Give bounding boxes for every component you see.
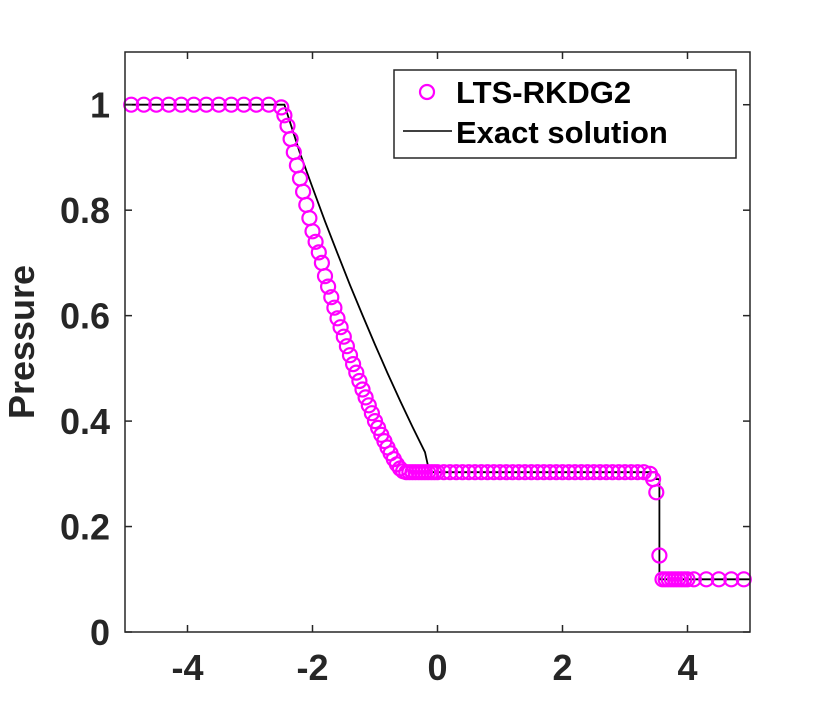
data-point-lts-rkdg2: [235, 96, 252, 113]
data-point-lts-rkdg2: [585, 464, 602, 481]
data-point-lts-rkdg2: [573, 464, 590, 481]
data-point-lts-rkdg2: [473, 464, 490, 481]
y-tick-label: 0: [90, 612, 110, 653]
data-point-lts-rkdg2: [448, 464, 465, 481]
data-point-lts-rkdg2: [560, 464, 577, 481]
data-point-lts-rkdg2: [566, 464, 584, 481]
y-tick-label: 0.6: [60, 296, 110, 337]
data-point-lts-rkdg2: [345, 356, 362, 373]
data-point-lts-rkdg2: [604, 464, 621, 481]
data-point-lts-rkdg2: [210, 96, 227, 113]
data-point-lts-rkdg2: [735, 571, 752, 588]
data-point-lts-rkdg2: [485, 464, 502, 481]
data-point-lts-rkdg2: [160, 96, 177, 113]
data-point-lts-rkdg2: [360, 397, 377, 414]
data-point-lts-rkdg2: [307, 233, 324, 250]
data-point-lts-rkdg2: [326, 299, 343, 316]
data-point-lts-rkdg2: [148, 96, 165, 113]
data-point-lts-rkdg2: [504, 464, 521, 481]
legend: LTS-RKDG2 Exact solution: [393, 69, 737, 159]
data-point-lts-rkdg2: [348, 364, 365, 381]
data-point-lts-rkdg2: [173, 96, 190, 113]
data-point-lts-rkdg2: [304, 223, 321, 240]
data-point-lts-rkdg2: [320, 278, 337, 295]
data-point-lts-rkdg2: [498, 464, 515, 481]
data-point-lts-rkdg2: [629, 464, 646, 481]
y-tick-label: 0.4: [60, 401, 110, 442]
data-point-lts-rkdg2: [316, 268, 334, 285]
series-layer: [123, 96, 752, 588]
data-point-lts-rkdg2: [479, 464, 496, 481]
x-tick-label: 0: [427, 647, 447, 688]
y-axis-label: Pressure: [1, 265, 42, 419]
data-point-lts-rkdg2: [685, 571, 702, 588]
data-point-lts-rkdg2: [435, 464, 452, 481]
data-point-lts-rkdg2: [648, 484, 665, 501]
data-point-lts-rkdg2: [623, 464, 640, 481]
x-tick-label: 4: [677, 647, 697, 688]
data-point-lts-rkdg2: [276, 107, 293, 124]
data-point-lts-rkdg2: [698, 571, 715, 588]
data-point-lts-rkdg2: [123, 96, 140, 113]
data-point-lts-rkdg2: [516, 464, 534, 481]
data-point-lts-rkdg2: [198, 96, 215, 113]
y-tick-label: 0.2: [60, 507, 110, 548]
data-point-lts-rkdg2: [535, 464, 552, 481]
data-point-lts-rkdg2: [491, 464, 509, 481]
data-point-lts-rkdg2: [310, 244, 327, 261]
data-point-lts-rkdg2: [541, 464, 559, 481]
series-line-exact-solution: [125, 103, 750, 581]
data-point-lts-rkdg2: [441, 464, 459, 481]
data-point-lts-rkdg2: [548, 464, 565, 481]
data-point-lts-rkdg2: [454, 464, 471, 481]
legend-box: [393, 69, 737, 159]
legend-marker-lts-rkdg2: [418, 83, 436, 101]
data-point-lts-rkdg2: [554, 464, 571, 481]
data-point-lts-rkdg2: [460, 464, 477, 481]
data-point-lts-rkdg2: [335, 328, 352, 345]
data-point-lts-rkdg2: [185, 96, 202, 113]
data-point-lts-rkdg2: [354, 381, 371, 398]
data-point-lts-rkdg2: [679, 571, 696, 588]
x-tick-label: -4: [171, 647, 203, 688]
ticks-layer: -4 -2 0 2 4 0 0.2 0.4 0.6 0.8 1: [60, 52, 750, 688]
x-tick-label: -2: [296, 647, 328, 688]
data-point-lts-rkdg2: [332, 319, 349, 336]
data-point-lts-rkdg2: [273, 99, 290, 116]
data-point-lts-rkdg2: [135, 96, 152, 113]
data-point-lts-rkdg2: [429, 464, 446, 481]
data-point-lts-rkdg2: [579, 464, 596, 481]
data-point-lts-rkdg2: [341, 347, 359, 364]
data-point-lts-rkdg2: [651, 547, 668, 564]
data-point-lts-rkdg2: [616, 464, 634, 481]
data-point-lts-rkdg2: [223, 96, 240, 113]
data-point-lts-rkdg2: [591, 464, 609, 481]
data-point-lts-rkdg2: [363, 405, 380, 422]
data-point-lts-rkdg2: [510, 464, 527, 481]
legend-label-exact-solution: Exact solution: [456, 115, 668, 150]
y-tick-label: 1: [90, 85, 110, 126]
data-point-lts-rkdg2: [523, 464, 540, 481]
data-point-lts-rkdg2: [598, 464, 615, 481]
data-point-lts-rkdg2: [723, 571, 740, 588]
legend-label-lts-rkdg2: LTS-RKDG2: [456, 75, 631, 110]
data-point-lts-rkdg2: [323, 289, 340, 306]
data-point-lts-rkdg2: [357, 389, 374, 406]
data-point-lts-rkdg2: [338, 338, 355, 355]
data-point-lts-rkdg2: [529, 464, 546, 481]
data-point-lts-rkdg2: [248, 96, 265, 113]
y-tick-label: 0.8: [60, 190, 110, 231]
data-point-lts-rkdg2: [710, 571, 727, 588]
x-tick-label: 2: [552, 647, 572, 688]
data-point-lts-rkdg2: [466, 464, 484, 481]
data-point-lts-rkdg2: [329, 310, 346, 327]
data-point-lts-rkdg2: [610, 464, 627, 481]
data-point-lts-rkdg2: [351, 372, 368, 390]
